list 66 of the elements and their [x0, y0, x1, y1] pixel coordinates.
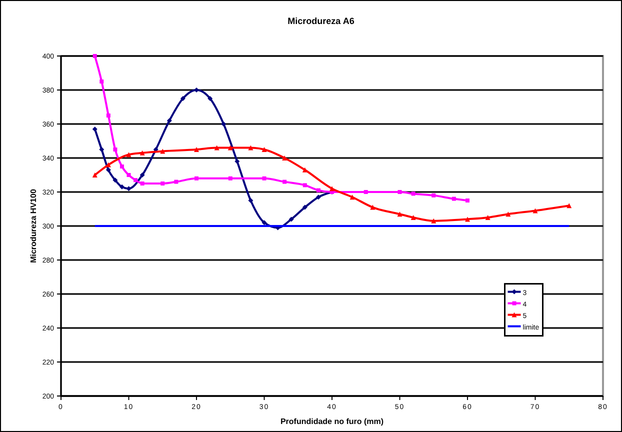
- point: [120, 164, 124, 168]
- point: [411, 192, 416, 196]
- point: [432, 193, 436, 198]
- point: [330, 186, 334, 192]
- point: [282, 156, 288, 160]
- point: [302, 183, 307, 188]
- point: [262, 220, 267, 226]
- point: [262, 147, 267, 152]
- point: [140, 182, 144, 186]
- point: [248, 145, 254, 150]
- point: [174, 180, 178, 184]
- point: [208, 96, 213, 101]
- point: [112, 178, 118, 183]
- point: [134, 178, 138, 182]
- point: [431, 218, 436, 224]
- point: [100, 80, 104, 84]
- point: [126, 173, 131, 177]
- point: [364, 190, 368, 194]
- point: [452, 196, 456, 201]
- point: [160, 148, 166, 154]
- point: [194, 147, 199, 152]
- point: [140, 150, 145, 156]
- point: [506, 212, 511, 217]
- point: [248, 198, 254, 203]
- point: [466, 198, 470, 202]
- point: [194, 176, 198, 180]
- point: [106, 162, 111, 168]
- point: [92, 126, 98, 132]
- point: [288, 216, 294, 222]
- point: [106, 114, 110, 118]
- point: [214, 145, 220, 150]
- point: [92, 54, 97, 58]
- point: [228, 176, 232, 180]
- point: [194, 88, 199, 92]
- point: [119, 184, 124, 190]
- point: [126, 152, 132, 158]
- y-axis-title: Microdureza HV100: [29, 188, 38, 263]
- point: [106, 167, 111, 172]
- point: [370, 204, 376, 210]
- point: [126, 186, 132, 192]
- chart-title: Microdureza A6: [288, 16, 354, 26]
- point: [228, 145, 233, 150]
- point: [180, 96, 186, 101]
- point: [302, 204, 308, 210]
- point: [92, 172, 98, 178]
- point: [485, 215, 490, 220]
- x-axis-title: Profundidade no furo (mm): [280, 417, 384, 426]
- point: [166, 118, 172, 124]
- point: [316, 194, 321, 200]
- point: [316, 188, 320, 192]
- point: [397, 212, 402, 217]
- point: [262, 176, 266, 180]
- point: [160, 182, 165, 186]
- point: [113, 148, 118, 152]
- point: [302, 167, 308, 172]
- point: [282, 180, 287, 184]
- point: [99, 147, 104, 152]
- point: [410, 215, 416, 220]
- point: [350, 194, 355, 200]
- point: [234, 158, 240, 164]
- point: [465, 216, 470, 222]
- point: [221, 122, 226, 126]
- point: [566, 203, 572, 208]
- point: [398, 190, 402, 194]
- point: [532, 208, 538, 214]
- point: [140, 172, 145, 178]
